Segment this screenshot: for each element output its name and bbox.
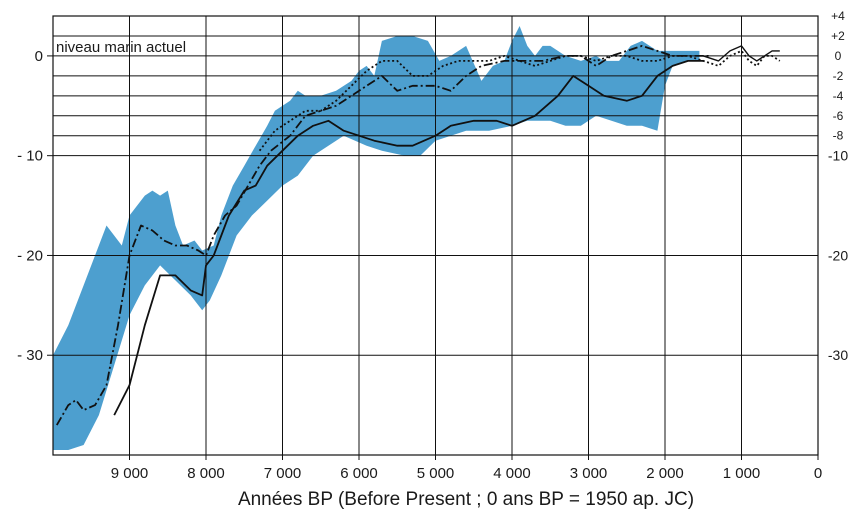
y-right-tick-label: -8 (833, 129, 844, 143)
series-line-solid (113, 60, 704, 416)
grid (53, 16, 818, 455)
y-left-tick-label: 0 (35, 48, 43, 65)
x-tick-label: 3 000 (570, 465, 608, 482)
y-axis-left-ticks: 0 - 10 - 20 - 30 (17, 48, 53, 364)
plot-area (52, 15, 819, 456)
series-line-dashed (56, 45, 711, 426)
y-right-tick-label: -20 (828, 247, 848, 263)
y-left-tick-label: - 10 (17, 148, 43, 165)
series-lines (56, 45, 781, 426)
x-tick-label: 6 000 (340, 465, 378, 482)
y-right-tick-label: -4 (833, 89, 844, 103)
y-left-tick-label: - 30 (17, 347, 43, 364)
x-tick-label: 7 000 (264, 465, 302, 482)
x-tick-label: 5 000 (417, 465, 455, 482)
y-right-tick-label: 0 (835, 49, 842, 63)
y-right-tick-label: +2 (831, 29, 845, 43)
uncertainty-band (53, 26, 700, 450)
x-tick-label: 2 000 (646, 465, 684, 482)
sea-level-band (53, 26, 700, 450)
x-tick-label: 0 (814, 465, 822, 482)
x-tick-label: 4 000 (493, 465, 531, 482)
x-tick-label: 1 000 (723, 465, 761, 482)
series-line-solid-thin (703, 45, 780, 62)
series-line-dotted (258, 50, 781, 152)
x-axis-ticks: 9 000 8 000 7 000 6 000 5 000 4 000 3 000 2 000… (111, 455, 822, 482)
x-axis-label: Années BP (Before Present ; 0 ans BP = 1… (238, 489, 694, 510)
y-right-tick-label: -10 (828, 148, 848, 164)
y-left-tick-label: - 20 (17, 247, 43, 264)
y-axis-right-ticks: +4 +2 0 -2 -4 -6 -8 -10 -20 -30 (828, 9, 848, 363)
y-right-tick-label: -2 (833, 69, 844, 83)
x-tick-label: 9 000 (111, 465, 149, 482)
y-right-tick-label: -6 (833, 109, 844, 123)
y-right-tick-label: -30 (828, 347, 848, 363)
x-tick-label: 8 000 (187, 465, 225, 482)
current-sea-level-annotation: niveau marin actuel (56, 39, 186, 56)
y-right-tick-label: +4 (831, 9, 845, 23)
